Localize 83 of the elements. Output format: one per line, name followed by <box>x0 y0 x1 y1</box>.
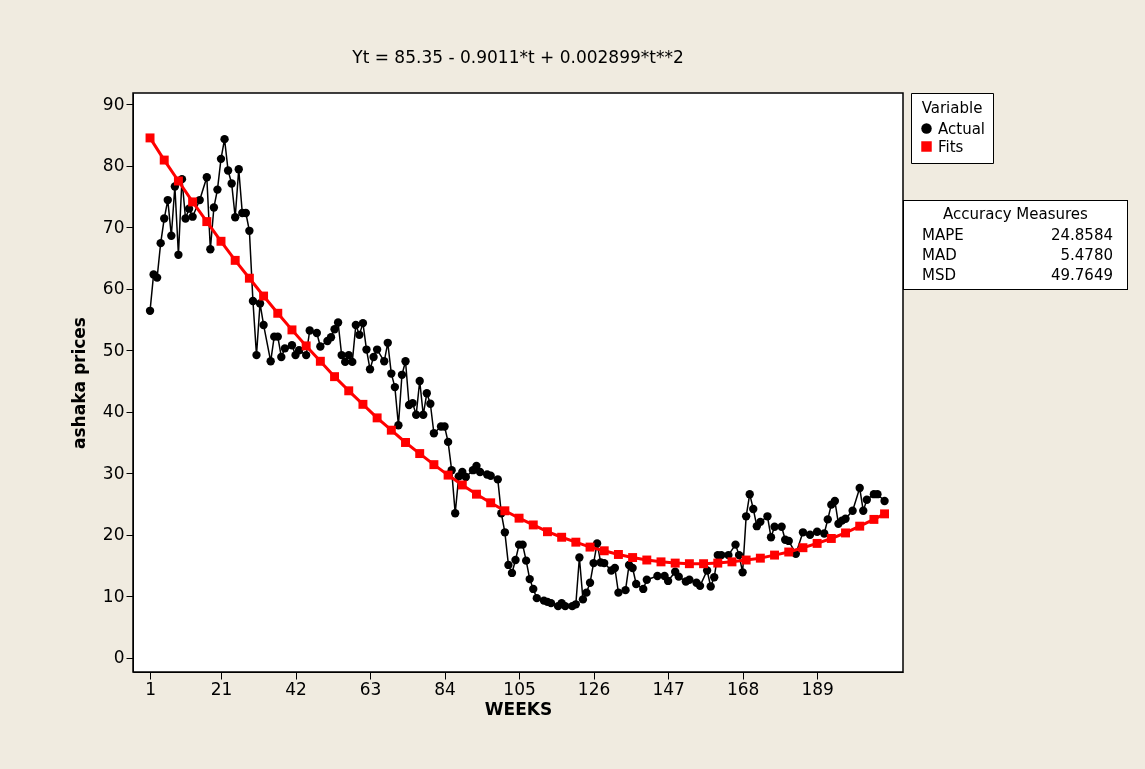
point <box>344 386 354 396</box>
x-tick-label: 189 <box>801 678 834 699</box>
point <box>500 506 510 516</box>
point <box>401 438 410 447</box>
point <box>628 553 638 563</box>
point <box>244 273 254 283</box>
point <box>230 255 240 265</box>
legend-label: Fits <box>938 137 964 156</box>
point <box>826 534 836 543</box>
point <box>784 547 794 557</box>
point <box>457 480 467 490</box>
x-tick-label: 84 <box>434 678 456 699</box>
y-tick-label: 50 <box>102 339 125 360</box>
point <box>727 557 737 567</box>
point <box>770 550 780 560</box>
x-tick-label: 21 <box>210 678 233 699</box>
point <box>869 514 879 524</box>
point <box>798 543 808 553</box>
point <box>684 559 694 569</box>
x-tick-label: 1 <box>145 678 156 699</box>
x-tick-label: 63 <box>359 678 382 699</box>
text: MSD 49.7649 <box>922 266 1113 284</box>
point <box>741 555 751 565</box>
y-tick-label: 40 <box>102 401 125 422</box>
y-axis-title: ashaka prices <box>68 317 89 449</box>
point <box>443 470 453 480</box>
point <box>472 489 481 499</box>
x-tick-label: 126 <box>577 678 611 699</box>
y-tick-label: 10 <box>102 585 125 606</box>
y-tick-label: 90 <box>102 93 125 114</box>
point <box>880 509 890 519</box>
legend-title: Variable <box>921 99 983 117</box>
point <box>330 372 340 382</box>
point <box>642 555 652 565</box>
y-tick-label: 20 <box>102 524 125 545</box>
point <box>273 308 283 318</box>
point <box>656 557 666 567</box>
y-tick-label: 70 <box>102 216 125 237</box>
point <box>585 542 595 552</box>
y-tick-label: 30 <box>102 462 125 483</box>
point <box>812 538 822 548</box>
point <box>571 537 581 547</box>
x-tick-label: 42 <box>285 678 307 699</box>
point <box>841 528 850 538</box>
point <box>358 399 368 409</box>
text: MAD 5.4780 <box>922 246 1113 264</box>
y-tick-label: 60 <box>102 278 125 299</box>
point <box>216 236 226 246</box>
point <box>202 217 212 227</box>
point <box>699 559 709 569</box>
point <box>188 197 198 207</box>
x-tick-label: 105 <box>503 678 536 699</box>
y-tick-label: 80 <box>102 155 125 176</box>
point <box>287 325 297 335</box>
point <box>259 291 269 301</box>
text: MAPE 24.8584 <box>922 226 1113 244</box>
text: Accuracy Measures <box>942 205 1089 223</box>
point <box>613 550 623 559</box>
point <box>599 546 609 556</box>
point <box>315 356 325 366</box>
x-tick-label: 168 <box>726 678 760 699</box>
point <box>145 133 155 143</box>
point <box>514 513 524 523</box>
point <box>557 532 567 542</box>
chart-title: Yt = 85.35 - 0.9011*t + 0.002899*t**2 <box>351 46 684 67</box>
x-axis-title: WEEKS <box>484 698 553 719</box>
point <box>713 558 723 568</box>
legend-label: Actual <box>938 119 985 138</box>
point <box>159 155 169 165</box>
point <box>528 520 538 530</box>
x-tick-label: 147 <box>652 678 685 699</box>
point <box>670 558 680 568</box>
point <box>855 521 865 531</box>
y-tick-label: 0 <box>113 647 125 668</box>
point <box>173 176 183 186</box>
point <box>301 341 311 351</box>
point <box>429 460 439 470</box>
point <box>542 527 552 537</box>
point <box>386 425 396 435</box>
point <box>486 498 496 508</box>
point <box>415 449 425 459</box>
point <box>755 553 765 563</box>
point <box>372 413 382 423</box>
